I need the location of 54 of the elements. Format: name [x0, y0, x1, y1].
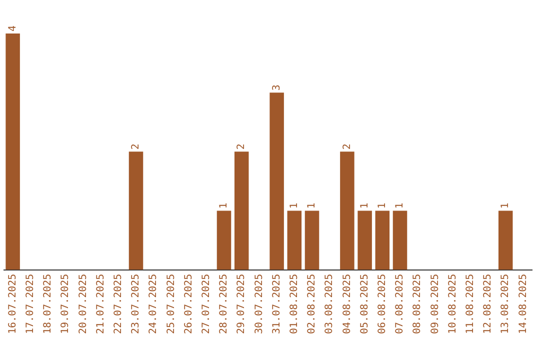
x-tick-label: 24.07.2025	[148, 274, 160, 334]
data-label: 1	[288, 202, 300, 209]
x-tick-label: 05.08.2025	[359, 274, 370, 334]
x-tick-label: 26.07.2025	[183, 274, 194, 334]
bar	[128, 152, 144, 270]
x-tick-label: 08.08.2025	[412, 274, 424, 334]
bar	[358, 210, 372, 270]
x-tick-label: 01.08.2025	[288, 274, 300, 334]
x-tick-label: 11.08.2025	[464, 274, 476, 334]
x-tick-label: 27.07.2025	[200, 274, 212, 334]
x-tick-label: 07.08.2025	[394, 274, 406, 334]
bar	[216, 210, 232, 270]
x-tick-label: 18.07.2025	[42, 274, 54, 334]
data-label: 2	[236, 144, 248, 150]
x-tick-label: 13.08.2025	[500, 274, 512, 334]
x-tick-label: 09.08.2025	[430, 274, 441, 334]
data-label: 4	[7, 26, 18, 32]
x-tick-label: 30.07.2025	[254, 274, 265, 334]
x-tick-label: 16.07.2025	[7, 274, 18, 334]
bar	[270, 92, 284, 270]
x-tick-label: 02.08.2025	[306, 274, 318, 334]
bar	[375, 210, 390, 270]
x-tick-label: 12.08.2025	[482, 274, 494, 334]
x-tick-label: 06.08.2025	[376, 274, 388, 334]
x-tick-label: 25.07.2025	[166, 274, 177, 334]
data-label: 2	[342, 144, 353, 150]
data-label: 1	[359, 202, 370, 209]
x-tick-label: 23.07.2025	[130, 274, 142, 334]
x-tick-label: 29.07.2025	[236, 274, 248, 334]
x-tick-label: 19.07.2025	[60, 274, 72, 334]
data-label: 1	[394, 202, 406, 209]
x-tick-label: 10.08.2025	[447, 274, 458, 334]
x-tick-label: 28.07.2025	[218, 274, 230, 334]
bar	[392, 210, 408, 270]
x-tick-label: 04.08.2025	[342, 274, 353, 334]
x-tick-label: 03.08.2025	[324, 274, 336, 334]
bar	[340, 152, 354, 270]
bar	[304, 210, 320, 270]
x-tick-label: 14.08.2025	[518, 274, 529, 334]
bar	[6, 34, 20, 270]
data-label: 3	[271, 84, 282, 91]
data-label: 1	[306, 202, 318, 209]
data-label: 1	[500, 202, 512, 209]
x-tick-label: 20.07.2025	[78, 274, 89, 334]
bar	[234, 152, 249, 270]
x-tick-label: 31.07.2025	[271, 274, 282, 334]
data-label: 2	[130, 144, 142, 150]
data-label: 1	[218, 202, 230, 209]
x-tick-label: 21.07.2025	[95, 274, 106, 334]
data-label: 1	[376, 202, 388, 209]
x-tick-label: 17.07.2025	[24, 274, 36, 334]
bar	[498, 210, 513, 270]
bar	[287, 210, 302, 270]
x-tick-label: 22.07.2025	[112, 274, 124, 334]
